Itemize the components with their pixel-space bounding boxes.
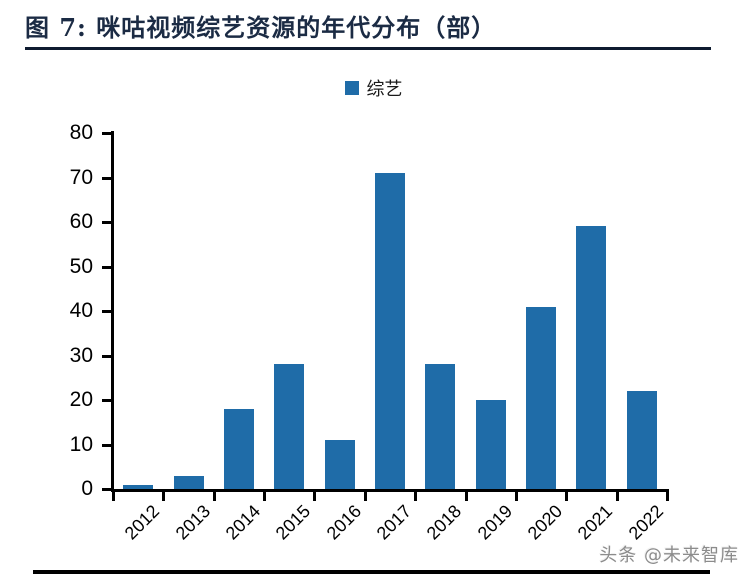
bottom-border [33, 570, 710, 574]
bar-2022 [626, 391, 657, 489]
y-tick-label: 40 [69, 299, 93, 322]
x-tick [263, 491, 267, 501]
x-tick-label: 2012 [120, 501, 164, 544]
y-tick [102, 310, 113, 313]
bar-2015 [274, 364, 305, 489]
y-tick [102, 488, 113, 491]
x-tick-label: 2022 [624, 501, 667, 544]
bar-2014 [223, 408, 254, 489]
x-tick [313, 491, 317, 501]
x-tick-label: 2019 [473, 501, 516, 544]
y-tick-label: 70 [69, 165, 93, 189]
x-tick [615, 491, 619, 501]
y-tick-label: 30 [69, 343, 93, 367]
y-tick [102, 176, 113, 180]
x-tick [565, 491, 569, 501]
x-tick-label: 2013 [171, 501, 214, 544]
bar-2016 [324, 440, 355, 489]
x-tick-label: 2020 [523, 501, 567, 544]
x-tick [112, 491, 115, 501]
chart-legend: 综艺 [0, 75, 747, 101]
watermark: 头条 @未来智库 [599, 545, 739, 566]
x-tick-label: 2021 [574, 501, 617, 544]
bar-2012 [123, 484, 154, 489]
x-tick [666, 491, 669, 501]
y-tick [102, 265, 113, 269]
y-tick-label: 10 [69, 432, 93, 456]
bar-2020 [526, 306, 557, 489]
x-tick-label: 2014 [221, 501, 265, 544]
bar-2017 [375, 173, 405, 489]
x-tick [363, 491, 367, 501]
y-tick [102, 399, 113, 402]
bar-2019 [475, 400, 506, 489]
y-tick-label: 20 [69, 388, 93, 411]
figure-title: 图 7: 咪咕视频综艺资源的年代分布（部） [25, 13, 497, 42]
x-tick [414, 491, 418, 501]
legend-label: 综艺 [366, 79, 403, 100]
y-tick [102, 354, 113, 358]
x-tick [514, 491, 518, 501]
legend-swatch-icon [344, 81, 359, 95]
bar-2013 [173, 475, 204, 489]
x-tick-label: 2015 [271, 501, 315, 544]
y-tick [102, 132, 113, 135]
y-tick [102, 221, 113, 224]
x-tick [162, 491, 166, 501]
y-tick-label: 60 [69, 210, 93, 233]
x-axis-line [111, 489, 669, 492]
y-tick-label: 50 [69, 254, 93, 278]
title-underline [25, 47, 711, 50]
bar-2021 [576, 226, 607, 489]
y-tick [102, 443, 113, 447]
x-tick-label: 2017 [372, 501, 416, 544]
x-tick-label: 2018 [423, 501, 466, 544]
y-tick-label: 80 [69, 121, 93, 144]
y-tick-label: 0 [81, 477, 93, 500]
bar-2018 [425, 364, 456, 489]
x-tick [212, 491, 216, 501]
x-tick-label: 2016 [322, 501, 365, 544]
x-tick [464, 491, 468, 501]
